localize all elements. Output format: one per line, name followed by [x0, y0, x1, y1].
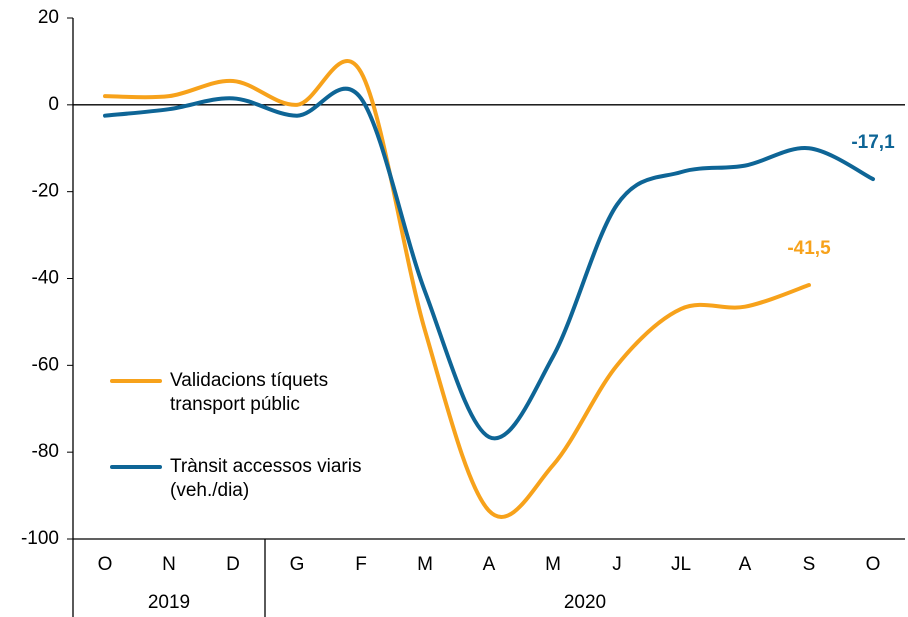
x-tick-label: M	[417, 554, 433, 575]
legend-label: Trànsit accessos viaris (veh./dia)	[170, 456, 362, 501]
x-tick-label: A	[483, 554, 496, 575]
x-tick-label: N	[162, 554, 176, 575]
y-tick-label: 20	[38, 7, 59, 28]
x-tick-label: F	[355, 554, 367, 575]
data-label: -41,5	[787, 238, 831, 259]
legend-label: Validacions tíquets transport públic	[170, 370, 329, 415]
y-tick-label: -100	[21, 528, 59, 549]
y-tick-label: -40	[32, 268, 59, 289]
y-tick-label: -60	[32, 354, 59, 375]
y-tick-label: 0	[48, 94, 59, 115]
x-tick-label: M	[545, 554, 561, 575]
data-label: -17,1	[851, 132, 895, 153]
series-line	[103, 59, 811, 519]
y-tick-label: -80	[32, 441, 59, 462]
year-label: 2020	[564, 592, 606, 613]
x-tick-label: D	[226, 554, 240, 575]
x-tick-label: G	[290, 554, 305, 575]
series-line	[103, 86, 875, 441]
x-tick-label: A	[739, 554, 752, 575]
x-tick-label: S	[803, 554, 816, 575]
y-tick-label: -20	[32, 181, 59, 202]
year-label: 2019	[148, 592, 190, 613]
x-tick-label: O	[866, 554, 881, 575]
x-tick-label: J	[612, 554, 622, 575]
x-tick-label: O	[98, 554, 113, 575]
x-tick-label: JL	[671, 554, 691, 575]
